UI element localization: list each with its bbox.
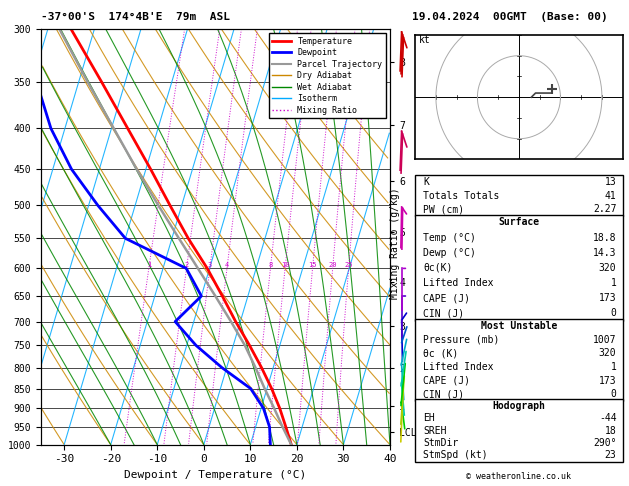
Text: kt: kt [420, 35, 431, 45]
Text: 25: 25 [344, 262, 353, 268]
Text: Dewp (°C): Dewp (°C) [423, 248, 476, 258]
Text: PW (cm): PW (cm) [423, 205, 465, 214]
Text: CIN (J): CIN (J) [423, 389, 465, 399]
X-axis label: Dewpoint / Temperature (°C): Dewpoint / Temperature (°C) [125, 470, 306, 480]
Legend: Temperature, Dewpoint, Parcel Trajectory, Dry Adiabat, Wet Adiabat, Isotherm, Mi: Temperature, Dewpoint, Parcel Trajectory… [269, 34, 386, 118]
Text: 320: 320 [599, 348, 616, 358]
Text: 2.27: 2.27 [593, 205, 616, 214]
Text: Mixing Ratio (g/kg): Mixing Ratio (g/kg) [390, 187, 400, 299]
Text: CAPE (J): CAPE (J) [423, 293, 470, 303]
Text: 18.8: 18.8 [593, 232, 616, 243]
Text: 290°: 290° [593, 438, 616, 448]
Text: 20: 20 [328, 262, 337, 268]
Text: 3: 3 [208, 262, 212, 268]
Text: 0: 0 [611, 308, 616, 318]
Text: 1007: 1007 [593, 335, 616, 345]
Y-axis label: km
ASL: km ASL [420, 228, 441, 246]
Text: 15: 15 [308, 262, 317, 268]
Text: © weatheronline.co.uk: © weatheronline.co.uk [467, 472, 571, 481]
Text: 18: 18 [604, 426, 616, 435]
Text: 1: 1 [611, 278, 616, 288]
Text: 0: 0 [611, 389, 616, 399]
Text: K: K [423, 177, 430, 187]
Text: 14.3: 14.3 [593, 248, 616, 258]
Text: 41: 41 [604, 191, 616, 201]
Y-axis label: hPa: hPa [0, 227, 2, 247]
Text: Lifted Index: Lifted Index [423, 362, 494, 372]
Text: 13: 13 [604, 177, 616, 187]
Text: CIN (J): CIN (J) [423, 308, 465, 318]
Text: EH: EH [423, 413, 435, 423]
Text: 10: 10 [281, 262, 289, 268]
Text: 8: 8 [269, 262, 272, 268]
Text: -37°00'S  174°4B'E  79m  ASL: -37°00'S 174°4B'E 79m ASL [41, 12, 230, 22]
Text: StmDir: StmDir [423, 438, 459, 448]
Text: Most Unstable: Most Unstable [481, 321, 557, 331]
Text: Temp (°C): Temp (°C) [423, 232, 476, 243]
Text: Surface: Surface [498, 217, 540, 227]
Text: Lifted Index: Lifted Index [423, 278, 494, 288]
Text: -44: -44 [599, 413, 616, 423]
Text: 173: 173 [599, 376, 616, 385]
Text: 1: 1 [611, 362, 616, 372]
Text: 320: 320 [599, 263, 616, 273]
Text: 1: 1 [147, 262, 151, 268]
Text: StmSpd (kt): StmSpd (kt) [423, 451, 488, 460]
Text: 19.04.2024  00GMT  (Base: 00): 19.04.2024 00GMT (Base: 00) [412, 12, 608, 22]
Text: 173: 173 [599, 293, 616, 303]
Text: Hodograph: Hodograph [493, 401, 545, 411]
Text: 2: 2 [184, 262, 189, 268]
Text: θc (K): θc (K) [423, 348, 459, 358]
Text: SREH: SREH [423, 426, 447, 435]
Text: CAPE (J): CAPE (J) [423, 376, 470, 385]
Text: 4: 4 [225, 262, 229, 268]
Text: 23: 23 [604, 451, 616, 460]
Text: Pressure (mb): Pressure (mb) [423, 335, 500, 345]
Text: θc(K): θc(K) [423, 263, 453, 273]
Text: Totals Totals: Totals Totals [423, 191, 500, 201]
